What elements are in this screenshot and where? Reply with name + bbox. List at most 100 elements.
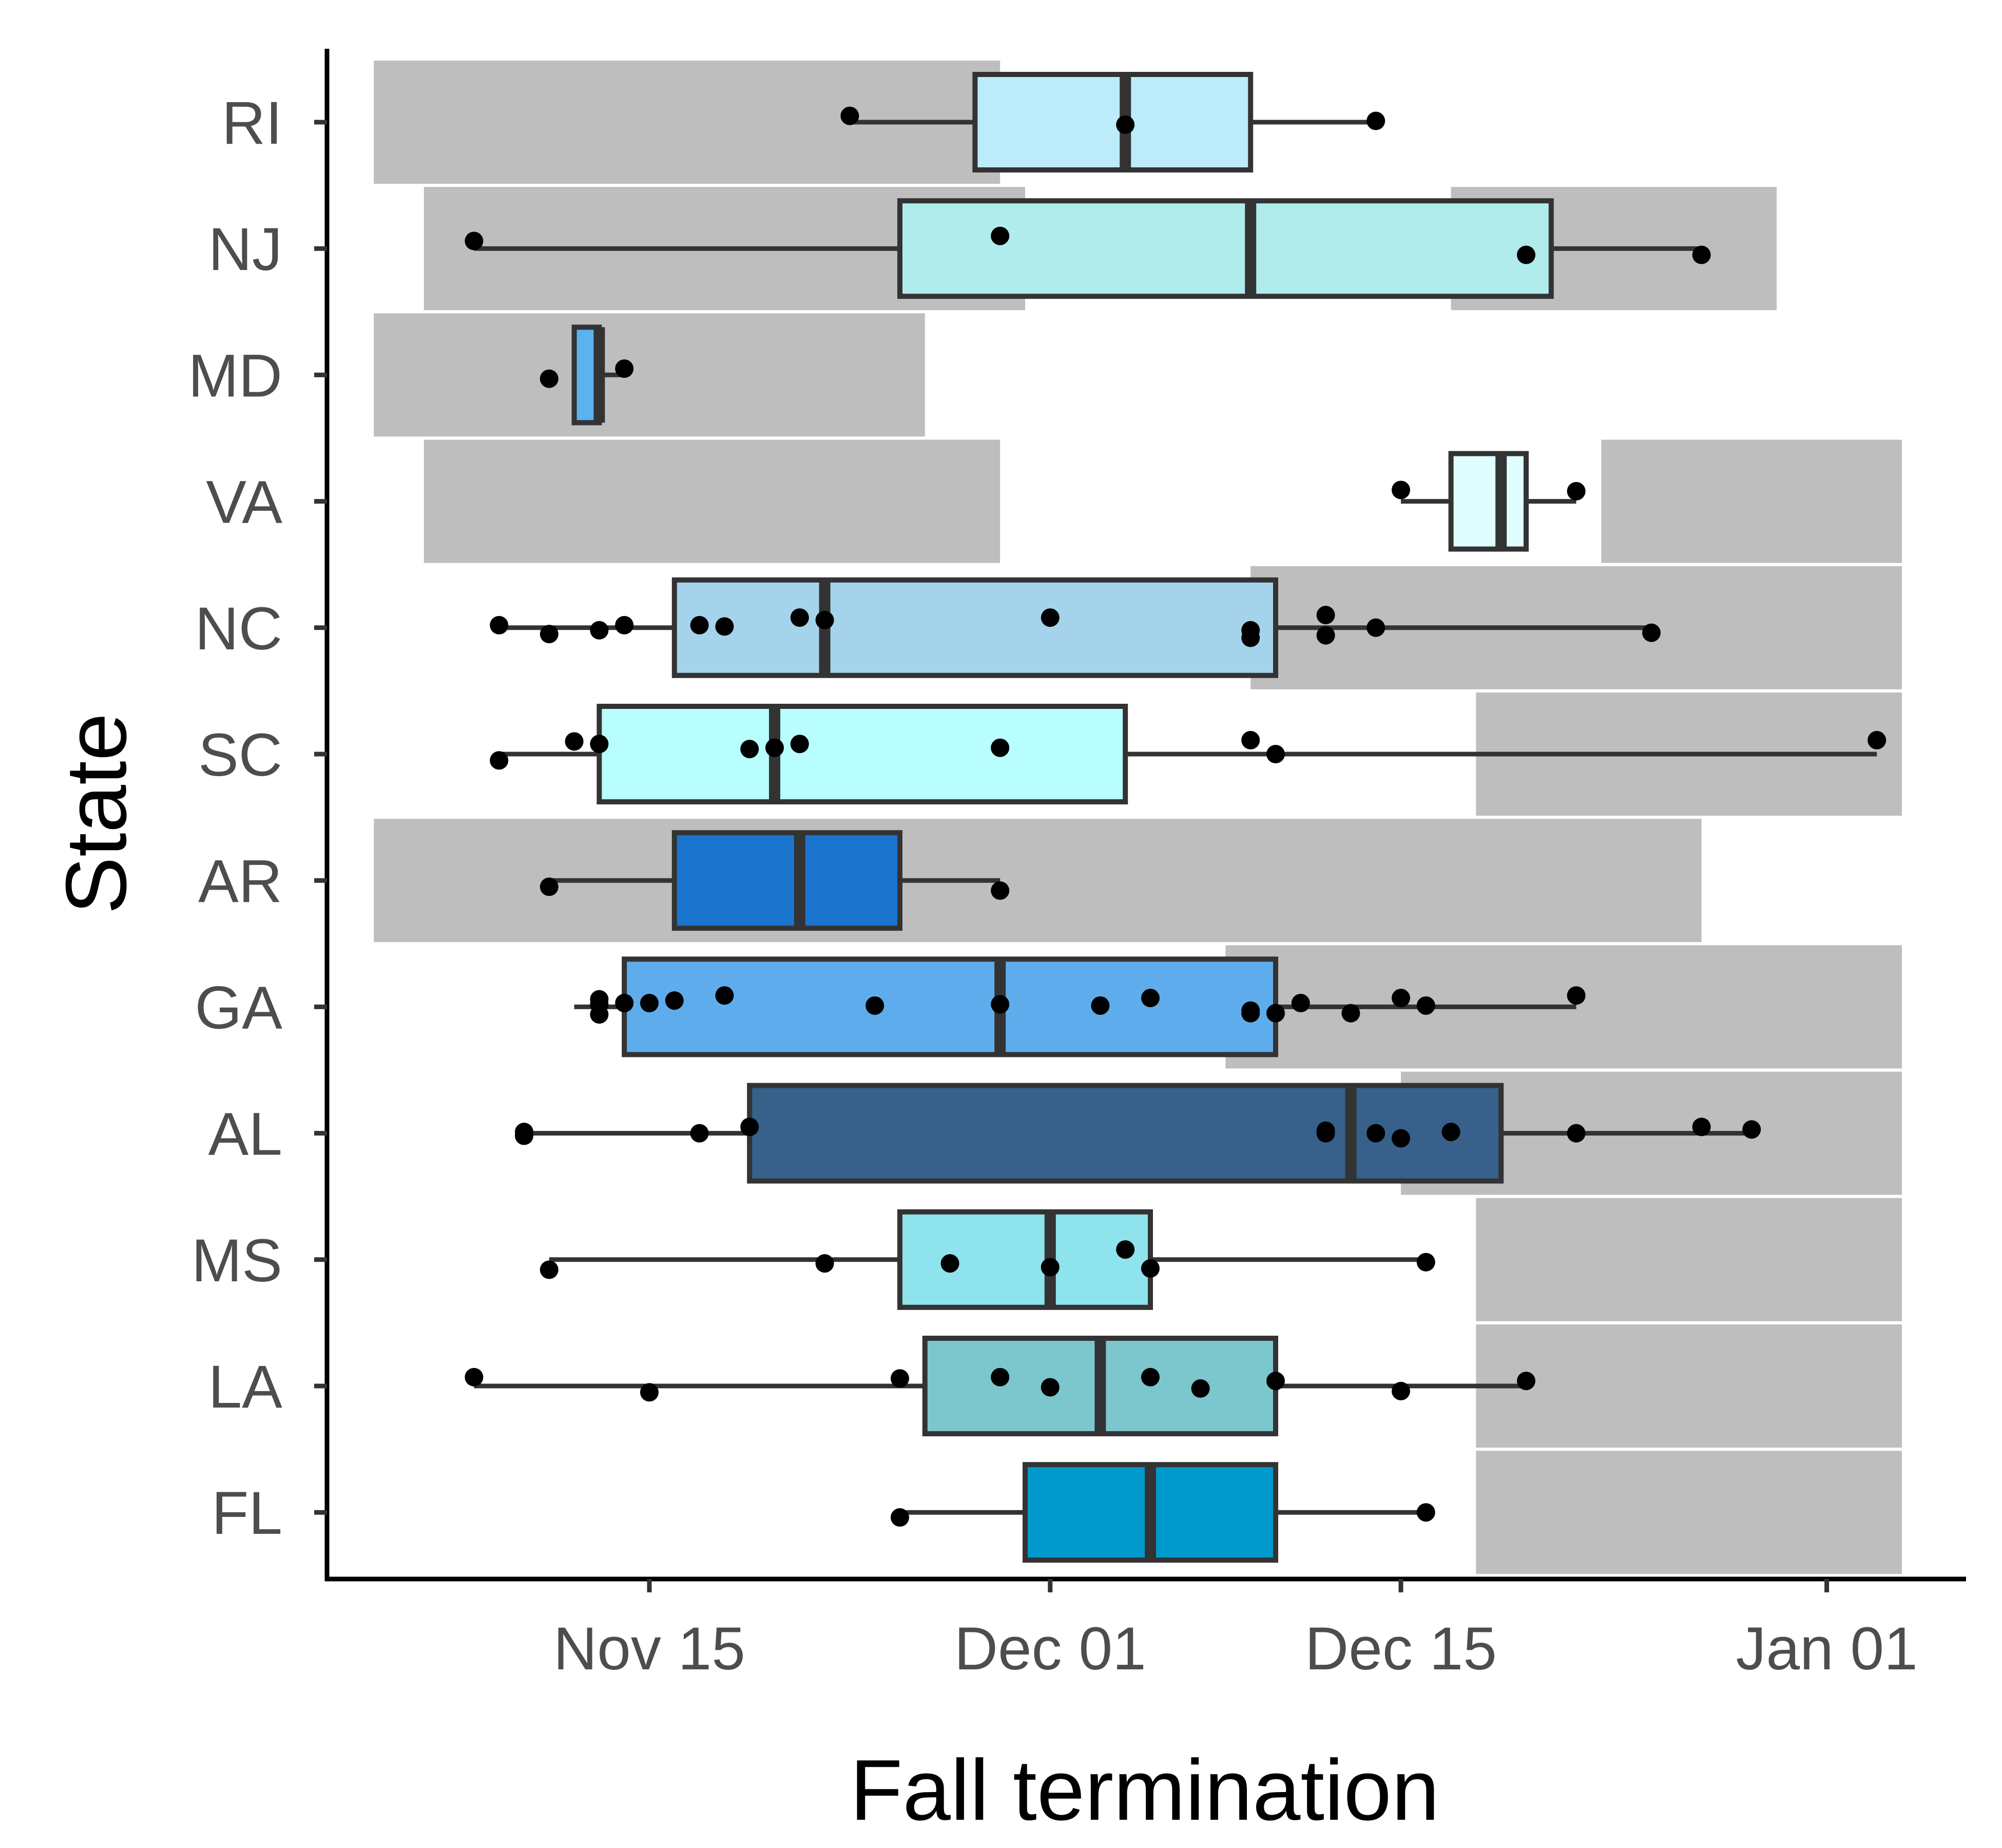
box-ms bbox=[897, 1209, 1153, 1310]
y-tick-label-la: LA bbox=[208, 1353, 283, 1421]
point-al-3 bbox=[690, 1124, 709, 1143]
y-tick-label-nc: NC bbox=[195, 595, 282, 663]
point-la-8 bbox=[1266, 1372, 1285, 1391]
point-ga-6 bbox=[665, 991, 684, 1010]
boxplot-ri bbox=[850, 72, 1376, 172]
point-sc-5 bbox=[765, 738, 784, 757]
axes: RI NJ MD VA NC SC AR GA AL MS LA FL Nov 15 Dec 01 Dec … bbox=[188, 49, 1966, 1683]
point-ri-1 bbox=[840, 106, 859, 125]
point-ga-19 bbox=[1567, 986, 1586, 1005]
point-ga-16 bbox=[1341, 1004, 1360, 1023]
boxplot-md bbox=[571, 324, 625, 426]
box-va bbox=[1448, 451, 1529, 552]
point-al-11 bbox=[1692, 1118, 1711, 1137]
point-sc-8 bbox=[1241, 730, 1260, 749]
boxplot-ar bbox=[549, 830, 1000, 931]
boxplot-fl bbox=[900, 1462, 1426, 1563]
point-al-7 bbox=[1366, 1124, 1385, 1143]
y-tick-label-nj: NJ bbox=[208, 216, 282, 283]
point-la-7 bbox=[1191, 1379, 1210, 1398]
y-tick-label-fl: FL bbox=[211, 1479, 282, 1547]
point-la-10 bbox=[1517, 1372, 1535, 1391]
y-tick-label-al: AL bbox=[208, 1101, 282, 1168]
y-tick-label-md: MD bbox=[188, 342, 282, 410]
point-md-2 bbox=[615, 359, 634, 378]
boxplot-ga bbox=[574, 956, 1576, 1057]
boxplots bbox=[474, 72, 1877, 1563]
point-nc-5 bbox=[690, 615, 709, 634]
point-va-1 bbox=[1392, 480, 1410, 499]
data-points bbox=[465, 106, 1886, 1527]
point-nc-4 bbox=[615, 615, 634, 634]
point-ms-3 bbox=[940, 1254, 959, 1273]
point-nc-1 bbox=[490, 615, 509, 634]
point-nc-14 bbox=[1366, 618, 1385, 637]
point-ga-5 bbox=[640, 994, 659, 1013]
point-nj-1 bbox=[465, 232, 484, 251]
box-nc bbox=[671, 577, 1278, 678]
point-nc-9 bbox=[1041, 608, 1060, 627]
point-fl-2 bbox=[1416, 1503, 1435, 1522]
point-la-3 bbox=[891, 1369, 909, 1388]
point-ar-1 bbox=[540, 877, 559, 896]
point-md-1 bbox=[540, 369, 559, 388]
point-ms-6 bbox=[1141, 1259, 1160, 1278]
point-ms-4 bbox=[1041, 1258, 1060, 1277]
point-ms-5 bbox=[1116, 1240, 1135, 1259]
box-nj bbox=[897, 198, 1554, 299]
point-nc-15 bbox=[1642, 623, 1661, 642]
point-sc-2 bbox=[565, 732, 584, 751]
point-la-2 bbox=[640, 1383, 659, 1402]
x-tick-label-2: Dec 01 bbox=[954, 1615, 1146, 1683]
point-ga-15 bbox=[1291, 994, 1310, 1013]
boxplot-nj bbox=[474, 198, 1702, 299]
point-al-9 bbox=[1441, 1123, 1460, 1142]
point-la-6 bbox=[1141, 1368, 1160, 1387]
x-axis-title: Fall termination bbox=[850, 1742, 1439, 1838]
point-al-10 bbox=[1567, 1124, 1586, 1143]
point-nc-6 bbox=[715, 617, 734, 636]
point-ri-3 bbox=[1366, 111, 1385, 130]
shaded-region-fl-1 bbox=[1476, 1451, 1902, 1574]
point-ga-8 bbox=[865, 996, 884, 1015]
point-nj-3 bbox=[1517, 245, 1535, 264]
shaded-region-md-1 bbox=[374, 313, 925, 437]
point-sc-4 bbox=[740, 740, 759, 759]
point-ga-10 bbox=[1091, 996, 1110, 1015]
y-tick-label-ar: AR bbox=[198, 848, 282, 915]
box-sc bbox=[596, 704, 1128, 804]
boxplot-ms bbox=[549, 1209, 1426, 1310]
point-al-8 bbox=[1392, 1129, 1410, 1148]
point-ga-7 bbox=[715, 986, 734, 1005]
point-nc-2 bbox=[540, 625, 559, 644]
point-la-5 bbox=[1041, 1378, 1060, 1397]
x-tick-label-3: Dec 15 bbox=[1305, 1615, 1497, 1683]
boxplot-va bbox=[1401, 451, 1576, 552]
point-ga-18 bbox=[1416, 996, 1435, 1015]
shaded-region-ms-1 bbox=[1476, 1198, 1902, 1321]
point-al-4 bbox=[740, 1118, 759, 1137]
y-axis-title: State bbox=[48, 713, 144, 914]
shaded-region-la-1 bbox=[1476, 1324, 1902, 1448]
box-ar bbox=[671, 830, 903, 931]
point-nc-11 bbox=[1241, 621, 1260, 640]
point-fl-1 bbox=[891, 1508, 909, 1527]
point-sc-9 bbox=[1266, 745, 1285, 763]
box-ga bbox=[622, 956, 1278, 1057]
y-tick-label-ms: MS bbox=[191, 1227, 282, 1295]
y-tick-label-ri: RI bbox=[222, 89, 282, 157]
shaded-region-va-2 bbox=[1601, 439, 1902, 563]
point-la-4 bbox=[991, 1368, 1010, 1387]
point-ar-2 bbox=[991, 881, 1010, 900]
boxplot-sc bbox=[499, 704, 1877, 804]
point-ga-9 bbox=[991, 995, 1010, 1014]
point-ga-11 bbox=[1141, 989, 1160, 1008]
point-ms-1 bbox=[540, 1260, 559, 1279]
point-nj-4 bbox=[1692, 245, 1711, 264]
point-ms-7 bbox=[1416, 1253, 1435, 1272]
point-nc-12 bbox=[1316, 626, 1335, 645]
y-tick-label-va: VA bbox=[206, 469, 282, 536]
boxplot-la bbox=[474, 1336, 1526, 1436]
point-al-2 bbox=[515, 1126, 533, 1145]
point-ri-2 bbox=[1116, 115, 1135, 134]
